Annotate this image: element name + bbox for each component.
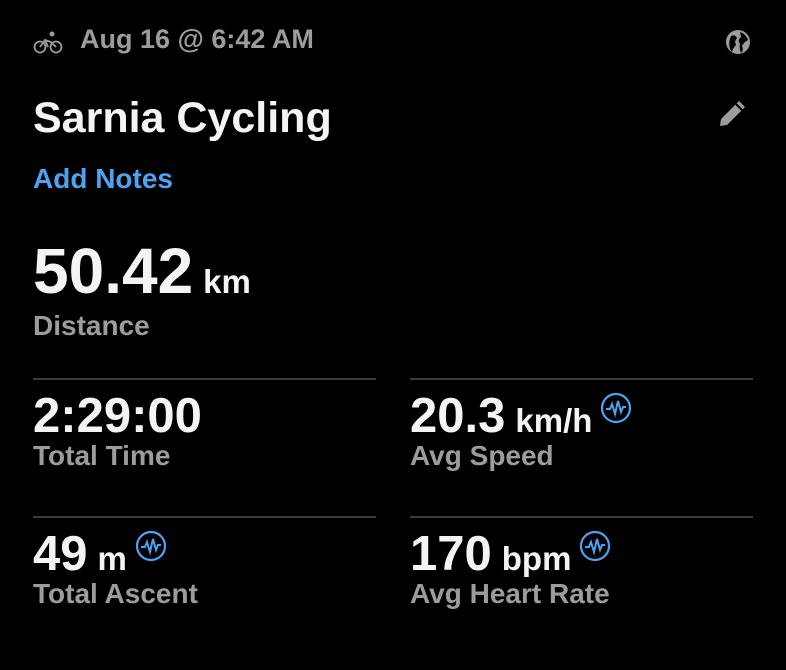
pencil-icon[interactable] — [716, 96, 750, 130]
distance-unit: km — [203, 263, 251, 300]
total-time-value: 2:29:00 — [33, 389, 202, 443]
total-ascent-stat: 49 m Total Ascent — [33, 526, 198, 610]
bicycle-icon — [33, 31, 63, 54]
activity-chart-icon[interactable] — [135, 530, 167, 562]
activity-chart-icon[interactable] — [600, 392, 632, 424]
avg-heart-rate-value: 170 — [410, 527, 492, 581]
total-ascent-value: 49 — [33, 527, 88, 581]
total-time-label: Total Time — [33, 440, 171, 471]
activity-title: Sarnia Cycling — [33, 94, 332, 142]
divider — [410, 378, 753, 380]
avg-heart-rate-label: Avg Heart Rate — [410, 578, 610, 609]
activity-date: Aug 16 @ 6:42 AM — [80, 24, 314, 54]
avg-speed-value: 20.3 — [410, 389, 506, 443]
total-ascent-unit: m — [97, 540, 127, 577]
distance-label: Distance — [33, 310, 150, 341]
avg-heart-rate-stat: 170 bpm Avg Heart Rate — [410, 526, 611, 610]
globe-icon[interactable] — [724, 28, 752, 56]
activity-chart-icon[interactable] — [579, 530, 611, 562]
add-notes-link[interactable]: Add Notes — [33, 163, 173, 194]
avg-speed-stat: 20.3 km/h Avg Speed — [410, 388, 632, 472]
total-time-stat: 2:29:00 Total Time — [33, 388, 202, 472]
distance-stat: 50.42 km — [33, 234, 251, 308]
divider — [33, 378, 376, 380]
avg-speed-unit: km/h — [515, 402, 593, 439]
distance-value: 50.42 — [33, 235, 194, 307]
divider — [33, 516, 376, 518]
total-ascent-label: Total Ascent — [33, 578, 198, 609]
avg-speed-label: Avg Speed — [410, 440, 554, 471]
avg-heart-rate-unit: bpm — [501, 540, 572, 577]
divider — [410, 516, 753, 518]
